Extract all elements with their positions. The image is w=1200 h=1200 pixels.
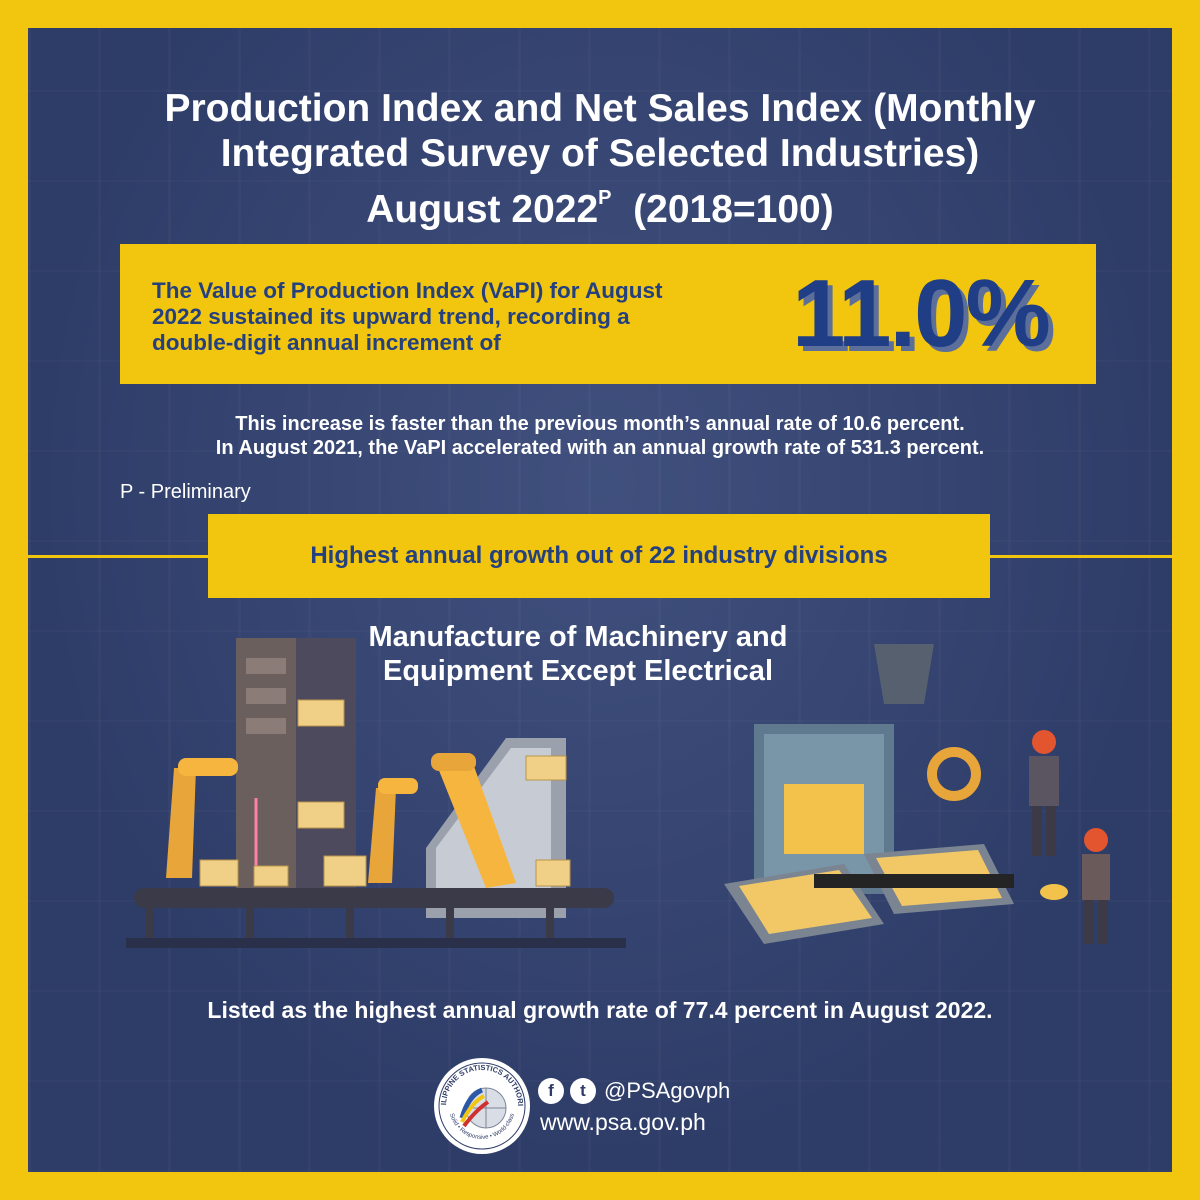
highlight-line-1: The Value of Production Index (VaPI) for… [152, 278, 663, 303]
foundry-illustration [724, 644, 1110, 944]
highlight-line-3: double-digit annual increment of [152, 330, 501, 355]
facebook-icon[interactable]: f [538, 1078, 564, 1104]
title-base-year: (2018=100) [633, 188, 834, 231]
cargo-box [297, 801, 345, 829]
division-banner: Highest annual growth out of 22 industry… [208, 514, 990, 598]
top-industry-name: Manufacture of Machinery and Equipment E… [268, 620, 888, 688]
robot-arm [436, 758, 516, 888]
industry-line-1: Manufacture of Machinery and [368, 621, 788, 653]
preliminary-footnote: P - Preliminary [120, 481, 251, 503]
assembly-line-illustration [126, 638, 626, 948]
industry-line-2: Equipment Except Electrical [382, 655, 773, 687]
cargo-box [199, 859, 239, 887]
title-period: August 2022 [366, 188, 599, 231]
infographic-canvas: Production Index and Net Sales Index (Mo… [28, 28, 1172, 1172]
growth-detail-text: This increase is faster than the previou… [28, 412, 1172, 460]
worker-helmet [1084, 828, 1108, 852]
title-line-2: Integrated Survey of Selected Industries… [220, 132, 980, 175]
robot-arm [368, 788, 396, 883]
highlight-line-2: 2022 sustained its upward trend, recordi… [152, 304, 630, 329]
conveyor-belt [134, 888, 614, 908]
vapi-highlight-text: The Value of Production Index (VaPI) for… [152, 278, 792, 356]
page-title: Production Index and Net Sales Index (Mo… [28, 86, 1172, 232]
industry-growth-statement: Listed as the highest annual growth rate… [207, 997, 993, 1023]
worker-helmet [1032, 730, 1056, 754]
twitter-icon[interactable]: t [570, 1078, 596, 1104]
title-line-3: August 2022P (2018=100) [28, 176, 1172, 232]
crane-hook [874, 644, 934, 704]
website-link[interactable]: www.psa.gov.ph [540, 1109, 706, 1135]
division-banner-text: Highest annual growth out of 22 industry… [310, 542, 888, 569]
title-line-1: Production Index and Net Sales Index (Mo… [164, 87, 1036, 130]
psa-seal-icon: PHILIPPINE STATISTICS AUTHORITY Solid • … [432, 1056, 530, 1154]
vapi-growth-value: 11.0% [792, 260, 1051, 367]
preliminary-marker: P [598, 187, 612, 209]
footer: PHILIPPINE STATISTICS AUTHORITY Solid • … [432, 1056, 792, 1156]
cargo-box [297, 699, 345, 727]
detail-line-2: In August 2021, the VaPI accelerated wit… [215, 437, 985, 459]
machine-column [236, 638, 296, 888]
robot-arm [166, 768, 196, 878]
social-handle[interactable]: @PSAgovph [604, 1078, 731, 1103]
detail-line-1: This increase is faster than the previou… [235, 413, 965, 435]
vapi-highlight-box: The Value of Production Index (VaPI) for… [120, 244, 1096, 384]
